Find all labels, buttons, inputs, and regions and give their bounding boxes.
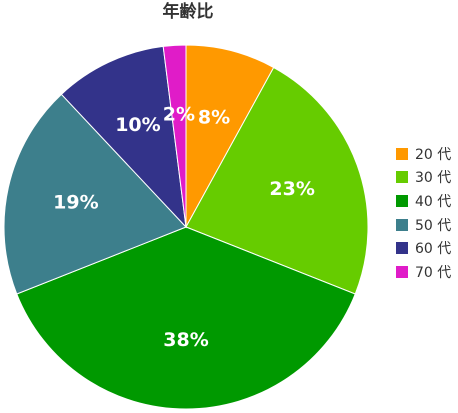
slice-label: 38% [163,329,208,351]
legend-label: 20 代 [415,146,452,163]
slice-label: 10% [115,114,160,136]
legend-item: 40 代 [396,189,451,213]
slice-label: 23% [269,178,314,200]
legend-label: 40 代 [415,193,452,210]
chart-title: 年齢比 [162,2,214,22]
slice-label: 8% [198,107,230,129]
legend-swatch [396,242,408,255]
pie-slice-40代 [16,226,356,410]
pie-slice-50代 [3,93,187,295]
legend-label: 50 代 [415,217,452,234]
legend-label: 30 代 [415,170,452,187]
pie-slice-20代 [185,44,275,228]
legend-swatch [396,265,408,278]
chart-legend: 20 代 30 代 40 代 50 代 60 代 70 代 [396,142,451,284]
legend-item: 30 代 [396,166,451,190]
slice-label: 2% [163,103,195,125]
pie-labels: 8% 23% 38% 19% 10% 2% [53,103,315,350]
legend-label: 60 代 [415,241,452,258]
pie-slice-30代 [185,66,369,295]
legend-swatch [396,218,408,231]
legend-item: 20 代 [396,142,451,166]
legend-swatch [396,171,408,184]
legend-item: 70 代 [396,260,451,284]
pie-slices [3,44,369,410]
legend-swatch [396,194,408,207]
legend-item: 50 代 [396,213,451,237]
pie-slice-70代 [162,44,187,228]
legend-swatch [396,147,408,160]
legend-label: 70 代 [415,264,452,281]
slice-label: 19% [53,191,98,213]
legend-item: 60 代 [396,236,451,260]
pie-slice-60代 [60,45,187,229]
